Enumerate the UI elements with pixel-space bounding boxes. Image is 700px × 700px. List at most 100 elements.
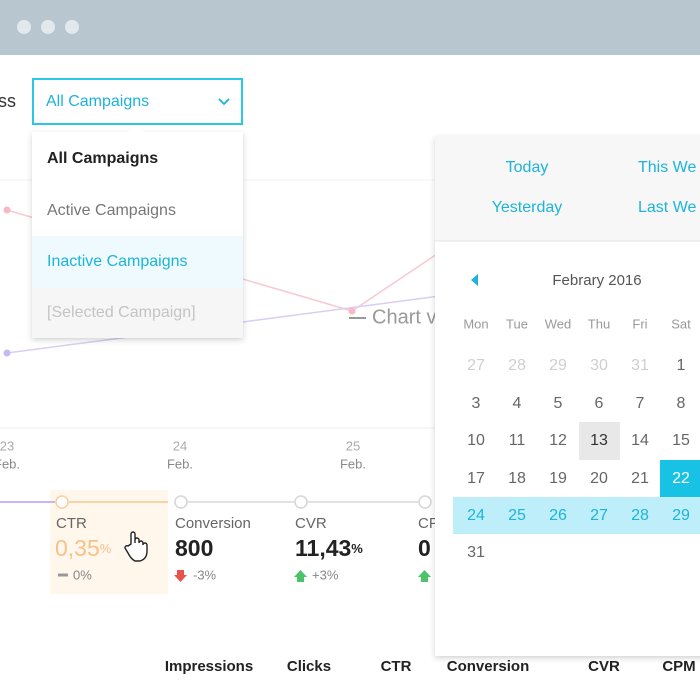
menu-item[interactable]: Active Campaigns xyxy=(47,202,176,219)
preset[interactable]: This We xyxy=(638,159,696,176)
preset[interactable]: Yesterday xyxy=(492,199,563,216)
dropdown-chevron xyxy=(218,98,230,106)
window-dot xyxy=(41,20,55,34)
trend-down xyxy=(174,570,187,582)
day[interactable]: 24 xyxy=(467,507,485,524)
day[interactable]: 5 xyxy=(554,395,563,412)
metric-value: 0,35% xyxy=(55,535,112,561)
month-title: Febrary 2016 xyxy=(552,272,641,289)
day[interactable]: 4 xyxy=(513,395,522,412)
metric-name: CF xyxy=(418,515,438,532)
day[interactable]: 29 xyxy=(672,507,690,524)
chart-point xyxy=(3,206,11,214)
metric-highlight xyxy=(50,490,168,594)
browser-bar xyxy=(0,0,700,55)
menu-item[interactable]: Inactive Campaigns xyxy=(47,253,188,270)
chart-point xyxy=(348,307,356,315)
metric-unit: % xyxy=(100,541,112,556)
menu-item-disabled xyxy=(32,288,243,338)
metric-change: -3% xyxy=(193,567,217,582)
day[interactable]: 13 xyxy=(590,432,608,449)
metric-value: 800 xyxy=(175,535,213,561)
day[interactable]: 21 xyxy=(631,470,649,487)
day[interactable]: 31 xyxy=(631,357,649,374)
menu-item[interactable]: All Campaigns xyxy=(47,150,158,167)
day[interactable]: 6 xyxy=(595,395,604,412)
day[interactable]: 11 xyxy=(509,432,526,449)
table-header: Impressions Clicks CTR Conversion CVR CP… xyxy=(165,658,696,675)
day[interactable]: 7 xyxy=(636,395,645,412)
selected-cell xyxy=(660,460,700,497)
day[interactable]: 29 xyxy=(549,357,567,374)
day[interactable]: 3 xyxy=(472,395,481,412)
trend-up xyxy=(294,570,307,582)
menu-caret xyxy=(128,125,144,132)
metric-change: +3% xyxy=(312,567,339,582)
day[interactable]: 28 xyxy=(631,507,649,524)
weekday: Sat xyxy=(671,316,691,331)
weekday: Fri xyxy=(632,316,647,331)
metric-number: 11,43 xyxy=(295,535,351,561)
metric-number: 0,35 xyxy=(55,535,100,561)
timeline-node[interactable] xyxy=(174,495,188,509)
day[interactable]: 20 xyxy=(590,470,608,487)
menu-item-hover xyxy=(32,236,243,288)
day[interactable]: 30 xyxy=(590,357,608,374)
column-header[interactable]: CPM xyxy=(662,658,695,675)
legend-label: Chart v xyxy=(372,306,436,328)
metric-value: 11,43% xyxy=(295,535,363,561)
dropdown-value: All Campaigns xyxy=(46,93,149,110)
cursor-hand xyxy=(124,531,148,562)
dropdown[interactable] xyxy=(32,78,243,125)
window-dot xyxy=(65,20,79,34)
preset[interactable]: Last We xyxy=(638,199,697,216)
day[interactable]: 27 xyxy=(467,357,485,374)
column-header[interactable]: CVR xyxy=(588,658,620,675)
window-dot xyxy=(17,20,31,34)
day[interactable]: 12 xyxy=(549,432,567,449)
prev-month[interactable] xyxy=(471,274,478,286)
column-header[interactable]: Impressions xyxy=(165,658,253,675)
weekday: Thu xyxy=(588,316,610,331)
day[interactable]: 15 xyxy=(672,432,690,449)
day[interactable]: 18 xyxy=(508,470,526,487)
day[interactable]: 10 xyxy=(467,432,485,449)
column-header[interactable]: CTR xyxy=(381,658,412,675)
day[interactable]: 27 xyxy=(590,507,608,524)
day[interactable]: 28 xyxy=(508,357,526,374)
column-header[interactable]: Conversion xyxy=(447,658,530,675)
metric-value: 0 xyxy=(418,535,431,561)
today-cell xyxy=(579,422,620,460)
trend-up xyxy=(418,570,431,582)
day[interactable]: 22 xyxy=(672,470,690,487)
timeline-node[interactable] xyxy=(55,495,69,509)
picker-presets-bg xyxy=(435,136,700,241)
metric-name: Conversion xyxy=(175,515,251,532)
day[interactable]: 19 xyxy=(549,470,567,487)
menu-item: [Selected Campaign] xyxy=(47,304,196,321)
filter-label: ss xyxy=(0,91,16,111)
day[interactable]: 8 xyxy=(677,395,686,412)
x-label-month: Feb. xyxy=(340,456,366,471)
timeline-node[interactable] xyxy=(418,495,432,509)
day[interactable]: 31 xyxy=(467,544,485,561)
day[interactable]: 14 xyxy=(631,432,649,449)
date-picker: Today This We Yesterday Last We Febrary … xyxy=(435,136,700,656)
chart-point xyxy=(3,349,11,357)
dropdown-menu: All Campaigns Active Campaigns Inactive … xyxy=(32,125,243,338)
column-header[interactable]: Clicks xyxy=(287,658,331,675)
day[interactable]: 17 xyxy=(467,470,485,487)
x-label-day: 25 xyxy=(346,438,360,453)
preset[interactable]: Today xyxy=(506,159,549,176)
day[interactable]: 26 xyxy=(549,507,567,524)
day[interactable]: 25 xyxy=(508,507,526,524)
day[interactable]: 1 xyxy=(677,357,686,374)
timeline-node[interactable] xyxy=(294,495,308,509)
weekday: Mon xyxy=(463,316,488,331)
x-label-month: Feb. xyxy=(167,456,193,471)
metric-name: CTR xyxy=(56,515,87,532)
weekday: Wed xyxy=(545,316,572,331)
metric-name: CVR xyxy=(295,515,327,532)
